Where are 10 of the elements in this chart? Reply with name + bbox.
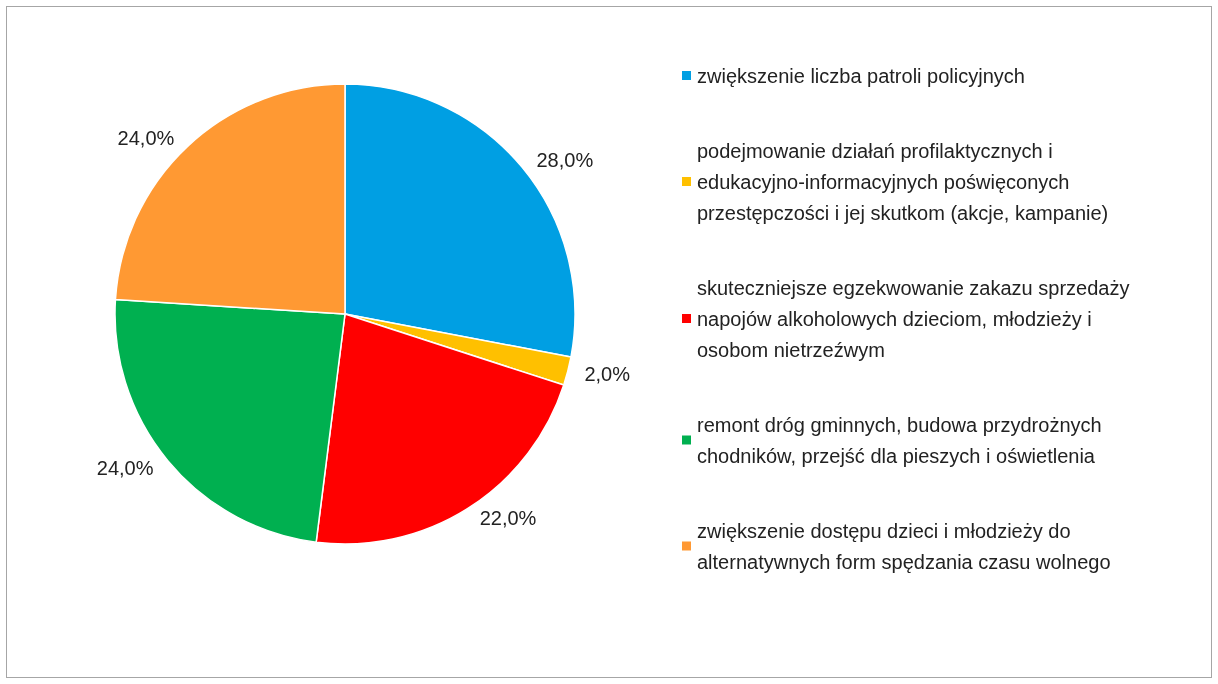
legend-label: podejmowanie działań profilaktycznych i edukacyjno-informacyjnych poświęconych przestępczości i jej skutkom (akcje, kampanie) — [697, 139, 1109, 224]
data-label: 24,0% — [117, 126, 175, 149]
data-label: 24,0% — [96, 457, 154, 480]
legend-label: zwiększenie liczba patroli policyjnych — [697, 64, 1025, 87]
data-label: 2,0% — [584, 363, 631, 386]
legend-label: skuteczniejsze egzekwowanie zakazu sprzedaży napojów alkoholowych dzieciom, młodzieży i osobom nietrzeźwym — [697, 276, 1135, 361]
data-label: 28,0% — [536, 148, 594, 171]
legend-label: remont dróg gminnych, budowa przydrożnych chodników, przejść dla pieszych i oświetlenia — [697, 413, 1108, 467]
legend-label: zwiększenie dostępu dzieci i młodzieży do alternatywnych form spędzania czasu wolnego — [697, 519, 1111, 573]
data-label: 22,0% — [479, 507, 537, 530]
